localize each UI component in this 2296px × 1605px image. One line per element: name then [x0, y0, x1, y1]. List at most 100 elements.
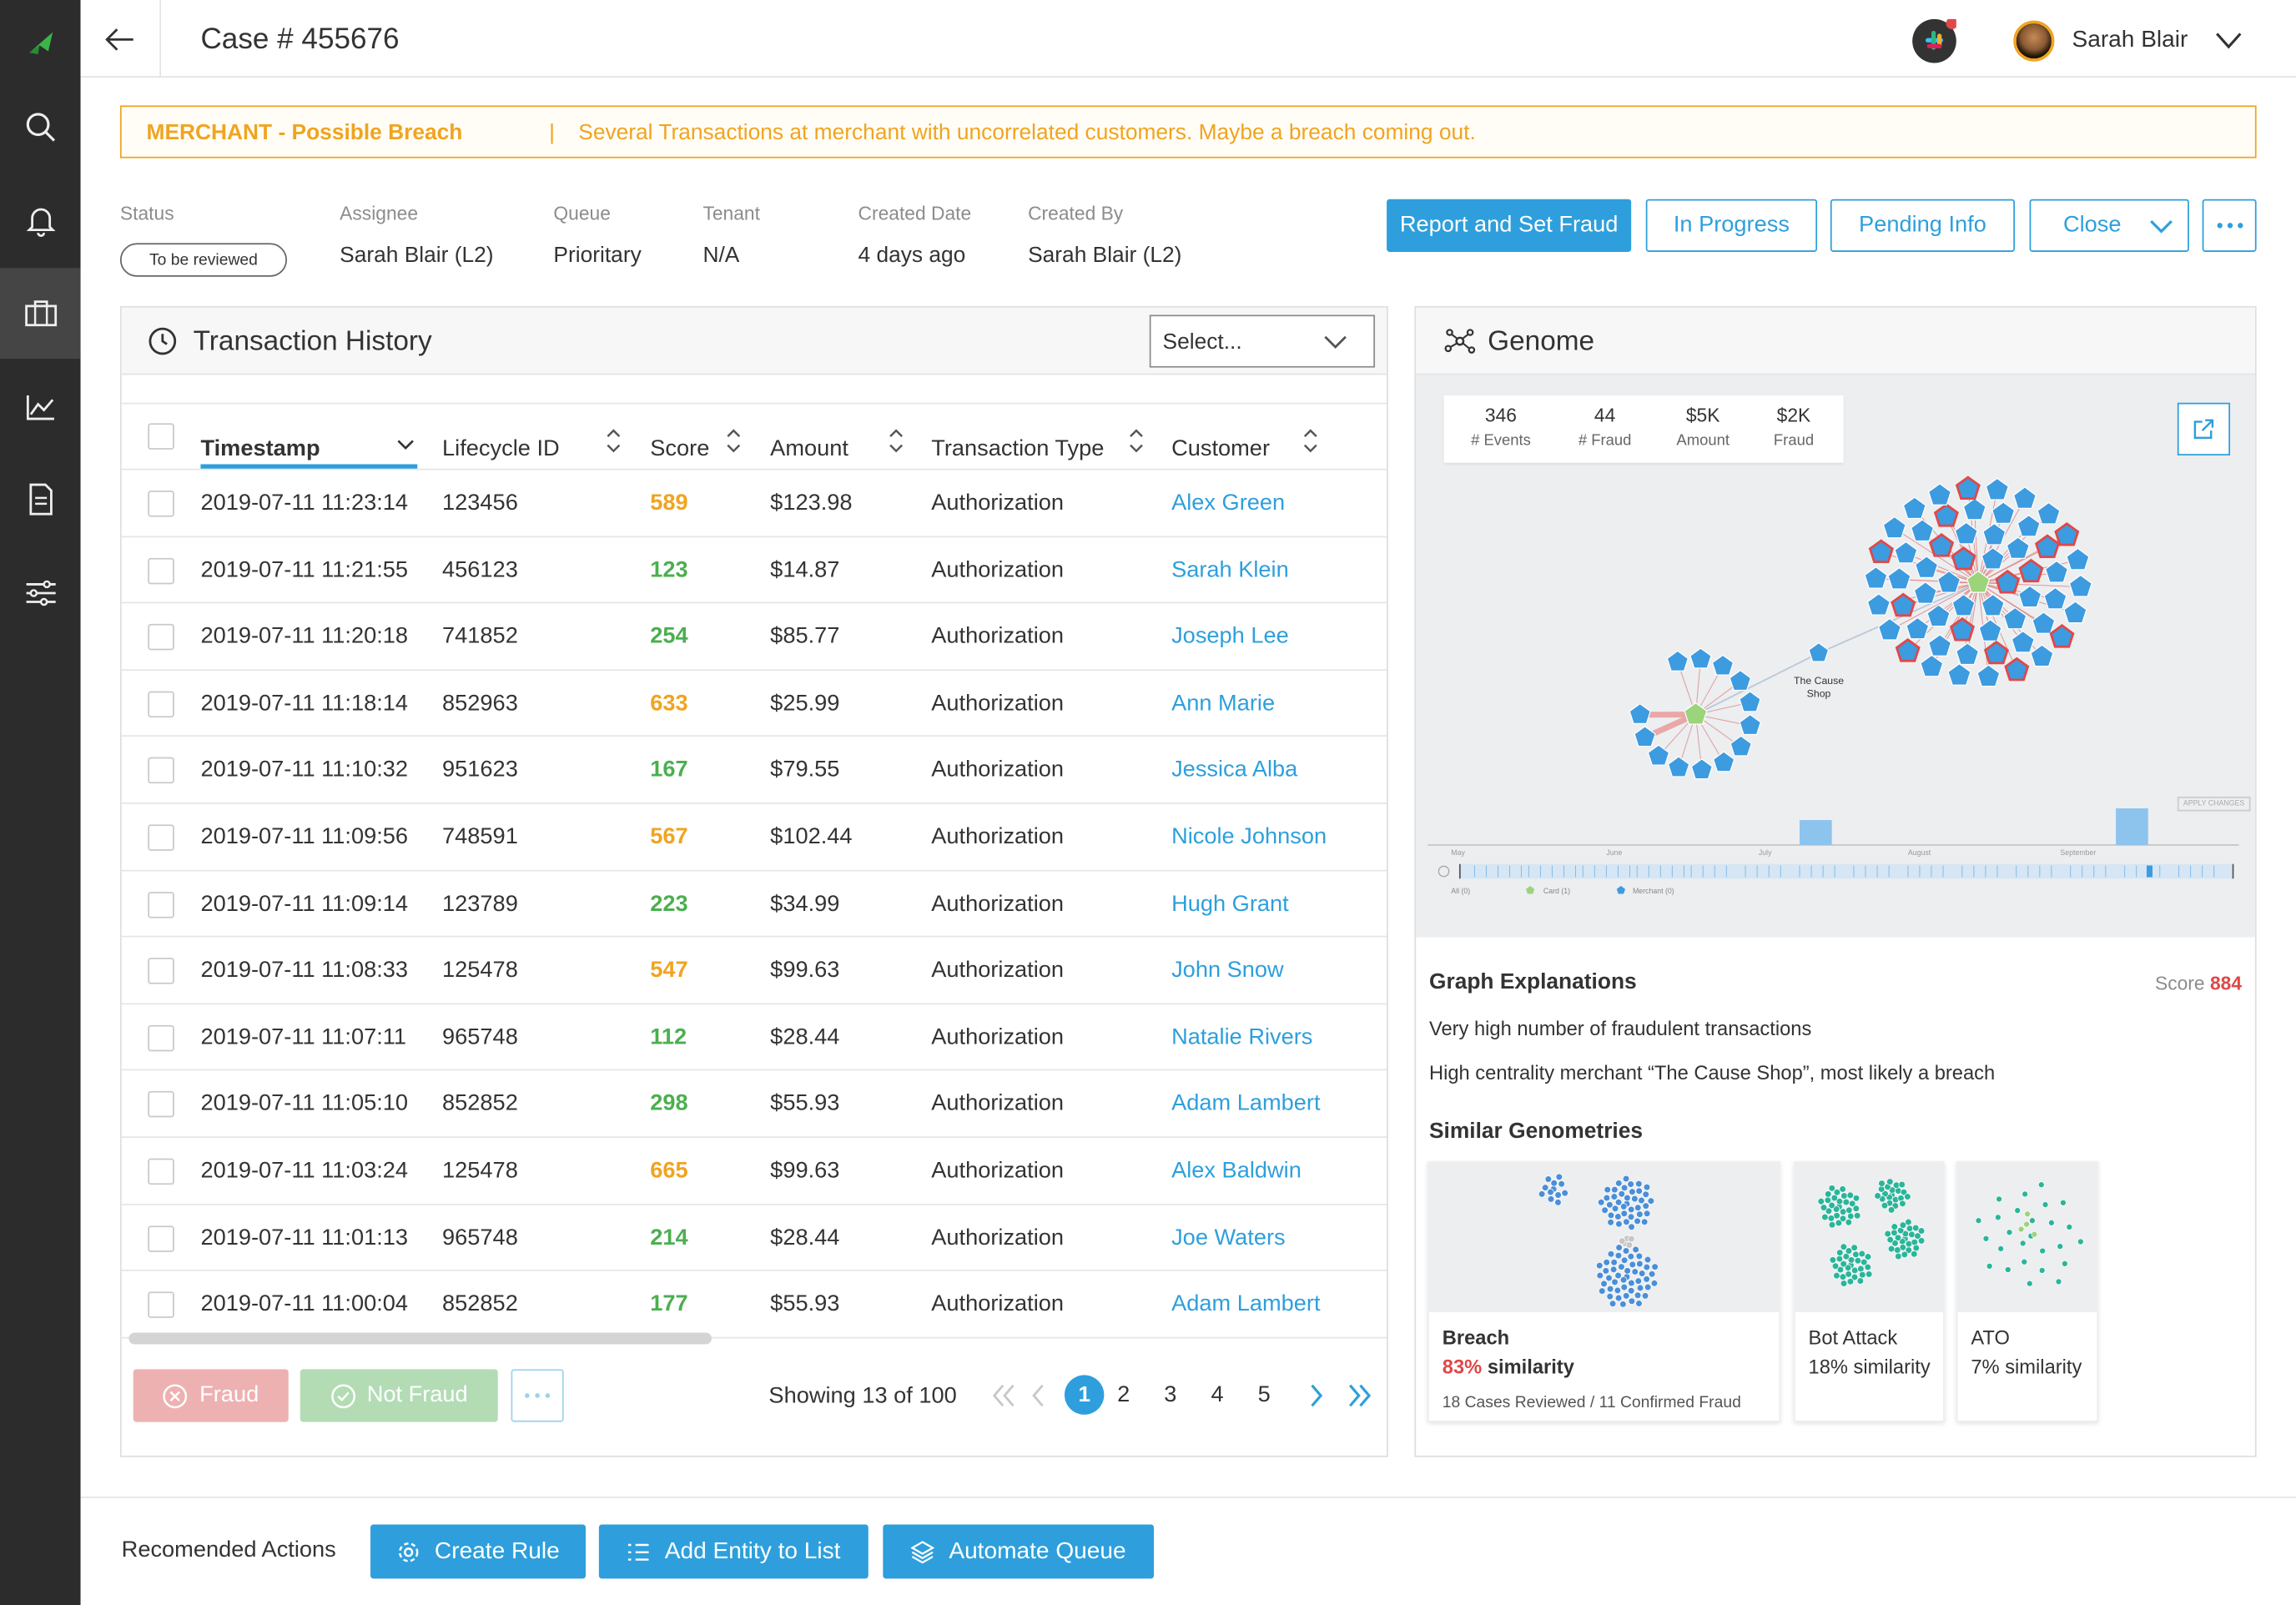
col-score[interactable]: Score — [650, 436, 710, 461]
table-row[interactable]: 2019-07-11 11:09:14 123789 223 $34.99 Author… — [121, 871, 1387, 938]
user-name[interactable]: Sarah Blair — [2072, 28, 2188, 53]
cell-customer-link[interactable]: Sarah Klein — [1171, 557, 1289, 582]
cell-lifecycle-id: 965748 — [442, 1024, 518, 1050]
table-row[interactable]: 2019-07-11 11:08:33 125478 547 $99.63 Author… — [121, 938, 1387, 1004]
logo-icon[interactable] — [0, 0, 81, 85]
more-actions-button[interactable] — [2202, 199, 2257, 252]
page-1-button[interactable]: 1 — [1064, 1375, 1105, 1415]
col-amount[interactable]: Amount — [770, 436, 848, 461]
cell-customer-link[interactable]: Adam Lambert — [1171, 1091, 1321, 1117]
more-row-actions-button[interactable] — [511, 1369, 564, 1422]
col-lifecycle-id[interactable]: Lifecycle ID — [442, 436, 560, 461]
row-checkbox[interactable] — [148, 1024, 174, 1052]
page-5-button[interactable]: 5 — [1257, 1382, 1271, 1408]
create-rule-button[interactable]: Create Rule — [370, 1524, 587, 1579]
select-all-checkbox[interactable] — [148, 423, 174, 450]
chevron-down-icon[interactable] — [2215, 33, 2242, 50]
table-row[interactable]: 2019-07-11 11:20:18 741852 254 $85.77 Author… — [121, 604, 1387, 671]
sort-icon[interactable] — [1127, 426, 1145, 455]
table-row[interactable]: 2019-07-11 11:05:10 852852 298 $55.93 Author… — [121, 1071, 1387, 1138]
cell-customer-link[interactable]: Joseph Lee — [1171, 624, 1289, 650]
cell-customer-link[interactable]: Ann Marie — [1171, 691, 1276, 717]
col-timestamp[interactable]: Timestamp — [200, 436, 320, 461]
row-checkbox[interactable] — [148, 1291, 174, 1319]
similar-card-ato[interactable]: ATO 7% similarity — [1956, 1161, 2099, 1422]
sort-icon[interactable] — [1302, 426, 1319, 455]
legend-all[interactable]: All (0) — [1451, 887, 1471, 897]
row-checkbox[interactable] — [148, 1225, 174, 1252]
back-button[interactable] — [81, 0, 162, 78]
row-checkbox[interactable] — [148, 1091, 174, 1119]
pending-info-button[interactable]: Pending Info — [1830, 199, 2016, 252]
page-3-button[interactable]: 3 — [1164, 1382, 1177, 1408]
col-transaction-type[interactable]: Transaction Type — [931, 436, 1105, 461]
table-row[interactable]: 2019-07-11 11:09:56 748591 567 $102.44 Autho… — [121, 804, 1387, 871]
not-fraud-button[interactable]: Not Fraud — [300, 1369, 498, 1422]
legend-card[interactable]: Card (1) — [1543, 887, 1571, 897]
sort-icon[interactable] — [725, 426, 743, 455]
cell-customer-link[interactable]: Alex Green — [1171, 491, 1286, 516]
last-page-icon[interactable] — [1346, 1384, 1375, 1407]
cell-customer-link[interactable]: Natalie Rivers — [1171, 1024, 1313, 1050]
row-checkbox[interactable] — [148, 691, 174, 717]
status-badge[interactable]: To be reviewed — [119, 243, 287, 277]
row-checkbox[interactable] — [148, 1158, 174, 1185]
table-row[interactable]: 2019-07-11 11:03:24 125478 665 $99.63 Author… — [121, 1138, 1387, 1205]
row-checkbox[interactable] — [148, 557, 174, 584]
similar-card-breach[interactable]: Breach 83% similarity 18 Cases Reviewed … — [1427, 1161, 1781, 1422]
document-icon[interactable] — [0, 457, 81, 542]
row-checkbox[interactable] — [148, 824, 174, 851]
sort-icon[interactable] — [605, 426, 622, 455]
cell-customer-link[interactable]: Nicole Johnson — [1171, 824, 1327, 850]
row-checkbox[interactable] — [148, 958, 174, 985]
chart-icon[interactable] — [0, 365, 81, 450]
table-row[interactable]: 2019-07-11 11:10:32 951623 167 $79.55 Author… — [121, 737, 1387, 804]
horizontal-scrollbar[interactable] — [128, 1332, 712, 1345]
cell-customer-link[interactable]: John Snow — [1171, 958, 1284, 984]
table-row[interactable]: 2019-07-11 11:01:13 965748 214 $28.44 Author… — [121, 1205, 1387, 1271]
layers-icon — [910, 1540, 934, 1563]
add-entity-to-list-button[interactable]: Add Entity to List — [598, 1524, 869, 1579]
row-checkbox[interactable] — [148, 491, 174, 517]
apply-changes-button[interactable]: APPLY CHANGES — [2177, 796, 2251, 812]
month-label: June — [1606, 849, 1623, 858]
genome-graph-area[interactable]: 346 # Events 44 # Fraud $5K Amount $2K Fraud… — [1416, 375, 2255, 938]
sliders-icon[interactable] — [0, 551, 81, 636]
report-set-fraud-button[interactable]: Report and Set Fraud — [1387, 199, 1632, 252]
in-progress-button[interactable]: In Progress — [1645, 199, 1818, 252]
search-icon[interactable] — [0, 85, 81, 170]
table-row[interactable]: 2019-07-11 11:00:04 852852 177 $55.93 Author… — [121, 1271, 1387, 1338]
sort-desc-icon[interactable] — [397, 440, 415, 451]
similar-bot-attack-thumbnail — [1795, 1162, 1944, 1312]
next-page-icon[interactable] — [1307, 1384, 1325, 1407]
cell-customer-link[interactable]: Joe Waters — [1171, 1225, 1286, 1250]
first-page-icon[interactable] — [991, 1384, 1018, 1407]
table-row[interactable]: 2019-07-11 11:18:14 852963 633 $25.99 Author… — [121, 671, 1387, 737]
cell-customer-link[interactable]: Jessica Alba — [1171, 757, 1298, 783]
automate-queue-button[interactable]: Automate Queue — [883, 1524, 1155, 1579]
page-4-button[interactable]: 4 — [1211, 1382, 1224, 1408]
transaction-filter-select[interactable]: Select... — [1149, 314, 1376, 368]
avatar[interactable] — [2013, 20, 2055, 62]
sort-icon[interactable] — [888, 426, 905, 455]
bell-icon[interactable] — [0, 179, 81, 264]
prev-page-icon[interactable] — [1030, 1384, 1047, 1407]
cell-customer-link[interactable]: Alex Baldwin — [1171, 1158, 1302, 1184]
col-customer[interactable]: Customer — [1171, 436, 1271, 461]
close-button[interactable]: Close — [2029, 199, 2189, 252]
cell-customer-link[interactable]: Hugh Grant — [1171, 891, 1289, 917]
similar-card-bot-attack[interactable]: Bot Attack 18% similarity — [1794, 1161, 1945, 1422]
table-row[interactable]: 2019-07-11 11:23:14 123456 589 $123.98 Autho… — [121, 470, 1387, 537]
cell-customer-link[interactable]: Adam Lambert — [1171, 1291, 1321, 1317]
page-2-button[interactable]: 2 — [1117, 1382, 1130, 1408]
row-checkbox[interactable] — [148, 757, 174, 784]
table-row[interactable]: 2019-07-11 11:07:11 965748 112 $28.44 Author… — [121, 1004, 1387, 1071]
legend-merchant[interactable]: Merchant (0) — [1632, 887, 1674, 897]
slack-icon[interactable] — [1912, 18, 1958, 63]
row-checkbox[interactable] — [148, 891, 174, 918]
open-external-button[interactable] — [2177, 402, 2231, 455]
table-row[interactable]: 2019-07-11 11:21:55 456123 123 $14.87 Author… — [121, 537, 1387, 604]
briefcase-icon[interactable] — [0, 268, 81, 360]
row-checkbox[interactable] — [148, 624, 174, 651]
fraud-button[interactable]: Fraud — [133, 1369, 289, 1422]
